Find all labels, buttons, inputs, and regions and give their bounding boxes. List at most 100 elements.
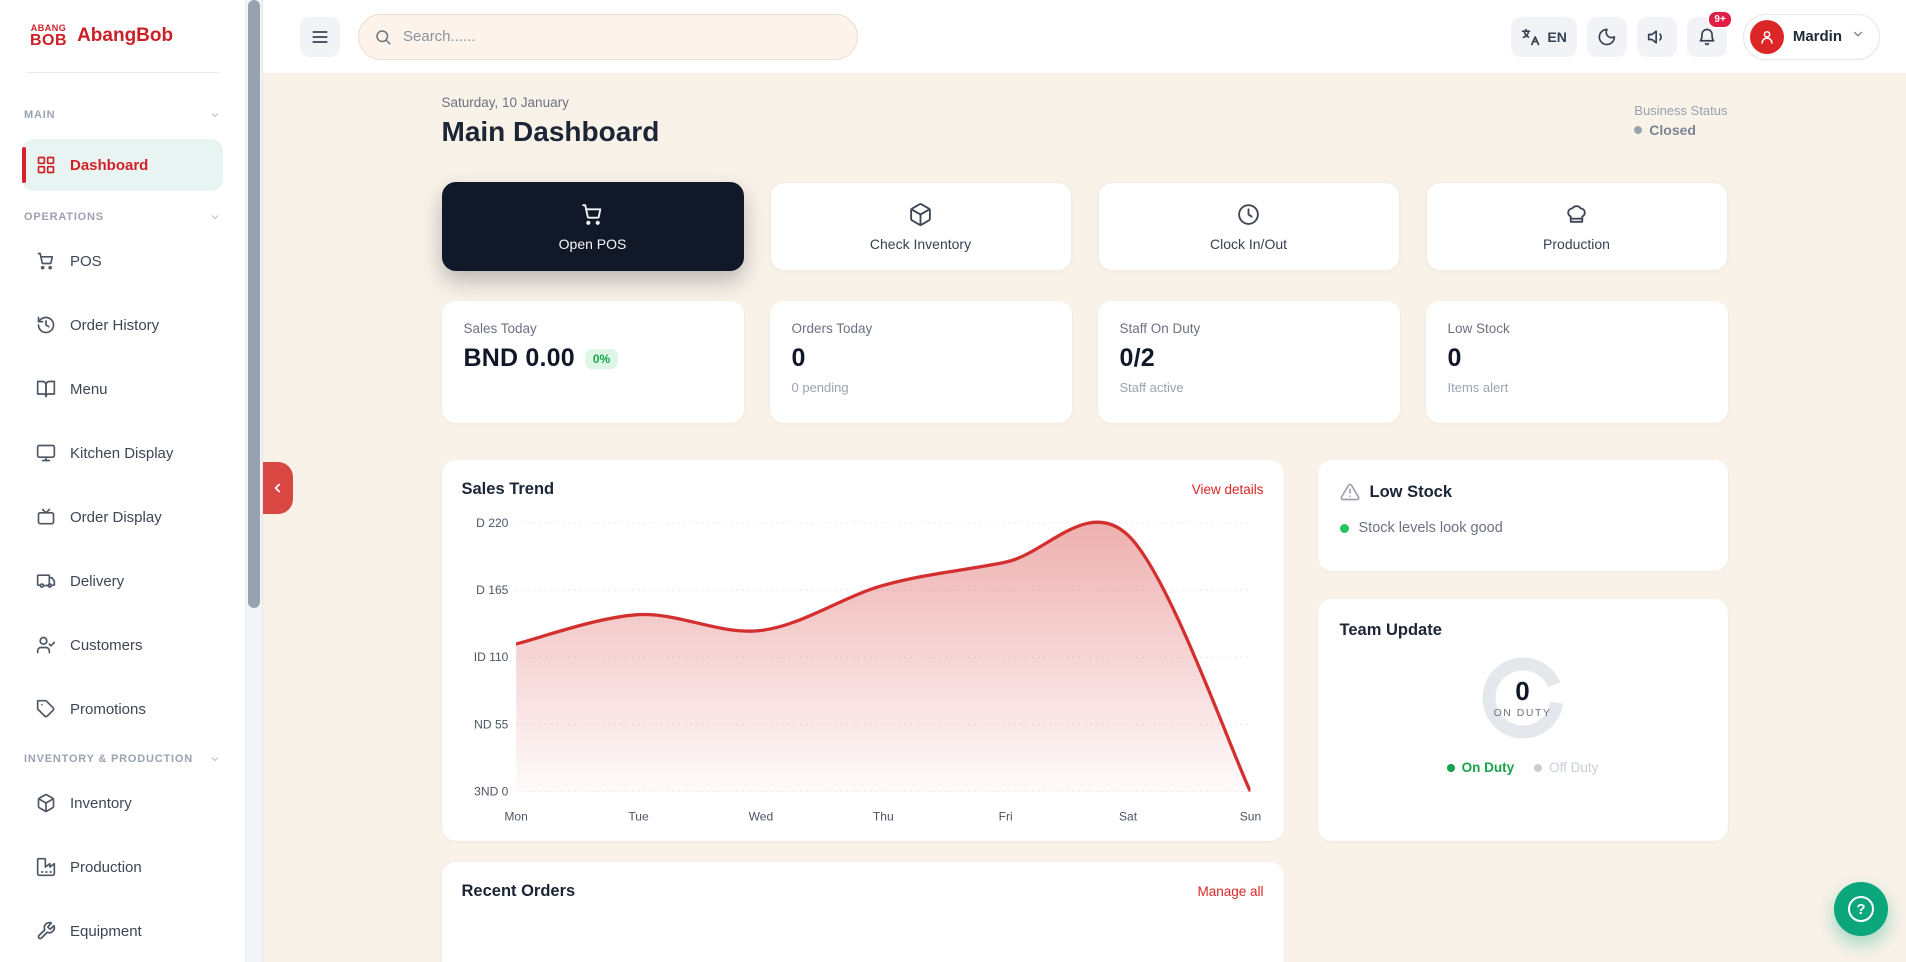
svg-text:Mon: Mon <box>504 810 527 824</box>
dashboard-content: Saturday, 10 January Main Dashboard Busi… <box>263 73 1906 962</box>
wrench-icon <box>36 921 56 941</box>
languages-icon <box>1522 28 1540 45</box>
sidebar-item-kitchen-display[interactable]: Kitchen Display <box>22 433 223 473</box>
hamburger-icon <box>312 30 328 43</box>
sidebar-item-order-history[interactable]: Order History <box>22 305 223 345</box>
svg-text:Fri: Fri <box>998 810 1012 824</box>
recent-orders-title: Recent Orders <box>461 882 576 900</box>
sidebar-scrollbar-thumb[interactable] <box>248 0 260 608</box>
cart-icon <box>36 251 56 271</box>
svg-text:Tue: Tue <box>628 810 649 824</box>
notifications-button[interactable]: 9+ <box>1686 9 1733 57</box>
cart-icon <box>580 202 605 227</box>
status-dot <box>1634 126 1643 134</box>
svg-text:ID 110: ID 110 <box>473 650 508 664</box>
user-check-icon <box>36 635 56 655</box>
bell-icon <box>1699 28 1715 45</box>
chevron-down-icon <box>209 211 221 223</box>
warning-triangle-icon <box>1339 482 1360 502</box>
speaker-icon <box>1647 29 1662 44</box>
language-button[interactable]: EN <box>1511 16 1577 57</box>
sales-trend-title: Sales Trend <box>461 480 555 498</box>
sidebar-divider <box>26 72 219 73</box>
topbar: EN 9+ Mardin <box>263 0 1906 73</box>
sidebar-toggle-button[interactable] <box>300 16 340 57</box>
date-line: Saturday, 10 January <box>441 95 569 110</box>
on-duty-donut: 0 ON DUTY <box>1481 656 1565 740</box>
package-icon <box>908 202 933 227</box>
svg-text:D 220: D 220 <box>476 516 508 530</box>
left-column: Sales Trend View details D 220 D 165 ID 11… <box>441 460 1284 962</box>
stat-cards: Sales Today BND 0.00 0% Orders Today 0 0… <box>441 301 1728 423</box>
section-operations[interactable]: OPERATIONS <box>24 211 221 223</box>
svg-text:D 165: D 165 <box>476 583 508 597</box>
svg-text:Sat: Sat <box>1119 810 1138 824</box>
dark-mode-button[interactable] <box>1586 16 1627 57</box>
search-wrap <box>358 13 858 60</box>
sidebar-item-equipment[interactable]: Equipment <box>22 911 223 951</box>
quick-actions: Open POS Check Inventory Clock In/Out <box>441 182 1728 271</box>
open-pos-button[interactable]: Open POS <box>441 182 744 271</box>
book-open-icon <box>36 379 56 399</box>
clock-in-out-button[interactable]: Clock In/Out <box>1097 182 1400 271</box>
sidebar-item-order-display[interactable]: Order Display <box>22 497 223 537</box>
main-area: EN 9+ Mardin <box>263 0 1906 962</box>
tag-icon <box>36 699 56 719</box>
section-main[interactable]: MAIN <box>24 109 221 121</box>
sidebar-item-inventory[interactable]: Inventory <box>22 783 223 823</box>
ok-status-dot <box>1339 523 1349 533</box>
team-update-card: Team Update 0 ON DUTY <box>1317 599 1728 841</box>
clock-icon <box>1236 202 1261 227</box>
brand-logo[interactable]: ABANG BOB AbangBob <box>22 0 223 72</box>
active-indicator <box>22 147 26 183</box>
sidebar-collapse-tab[interactable] <box>263 462 293 514</box>
stat-sales-today: Sales Today BND 0.00 0% <box>441 301 744 423</box>
search-input[interactable] <box>358 13 858 60</box>
sales-change-badge: 0% <box>584 348 619 369</box>
sidebar: ABANG BOB AbangBob MAIN Dashboard <box>0 0 245 962</box>
user-menu-button[interactable]: Mardin <box>1742 13 1880 60</box>
sidebar-item-promotions[interactable]: Promotions <box>22 689 223 729</box>
sales-trend-card: Sales Trend View details D 220 D 165 ID 11… <box>441 460 1284 841</box>
sidebar-item-customers[interactable]: Customers <box>22 625 223 665</box>
stat-staff-on-duty: Staff On Duty 0/2 Staff active <box>1097 301 1400 423</box>
sidebar-item-dashboard[interactable]: Dashboard <box>22 139 223 191</box>
avatar <box>1749 19 1784 54</box>
sound-button[interactable] <box>1636 16 1677 57</box>
section-inventory-production[interactable]: INVENTORY & PRODUCTION <box>24 753 221 765</box>
check-inventory-button[interactable]: Check Inventory <box>769 182 1072 271</box>
view-details-link[interactable]: View details <box>1191 482 1264 497</box>
sidebar-item-delivery[interactable]: Delivery <box>22 561 223 601</box>
package-icon <box>36 793 56 813</box>
chevron-down-icon <box>209 753 221 765</box>
manage-all-link[interactable]: Manage all <box>1197 884 1264 899</box>
monitor-icon <box>36 443 56 463</box>
sidebar-item-pos[interactable]: POS <box>22 241 223 281</box>
recent-orders-card: Recent Orders Manage all <box>441 862 1284 962</box>
low-stock-card: Low Stock Stock levels look good <box>1317 460 1728 571</box>
page-title: Main Dashboard <box>441 116 660 147</box>
team-update-title: Team Update <box>1339 621 1442 639</box>
chevron-left-icon <box>274 483 281 493</box>
sidebar-scrollbar[interactable] <box>245 0 263 962</box>
donut-ring-icon <box>1482 657 1563 739</box>
on-duty-dot <box>1446 763 1455 772</box>
status-value: Closed <box>1649 122 1696 138</box>
chevron-down-icon <box>1851 27 1865 46</box>
svg-text:3ND 0: 3ND 0 <box>474 785 508 799</box>
help-button[interactable]: ? <box>1834 882 1888 936</box>
factory-icon <box>36 857 56 877</box>
production-button[interactable]: Production <box>1425 182 1728 271</box>
user-icon <box>1761 30 1773 44</box>
page-header: Saturday, 10 January Main Dashboard Busi… <box>442 95 1728 148</box>
sidebar-item-menu[interactable]: Menu <box>22 369 223 409</box>
sidebar-item-production[interactable]: Production <box>22 847 223 887</box>
sales-value: BND 0.00 <box>463 344 575 372</box>
chef-hat-icon <box>1564 202 1589 227</box>
dashboard-grid-icon <box>36 155 56 175</box>
svg-text:Sun: Sun <box>1239 810 1260 824</box>
svg-text:ND 55: ND 55 <box>474 717 508 731</box>
right-column: Low Stock Stock levels look good Team Up… <box>1317 460 1728 962</box>
stat-orders-today: Orders Today 0 0 pending <box>769 301 1072 423</box>
